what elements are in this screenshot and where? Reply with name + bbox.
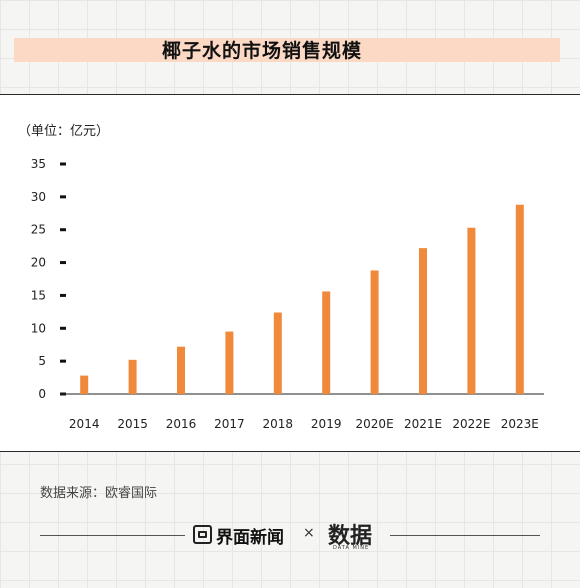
- chart-title: 椰子水的市场销售规模: [162, 40, 363, 62]
- bottom-divider: [0, 451, 580, 452]
- bar: [273, 312, 282, 394]
- bar: [177, 346, 185, 394]
- jiemian-logo-icon: [193, 525, 212, 544]
- y-tick-label: 5: [38, 354, 46, 368]
- bar: [419, 248, 427, 394]
- bar: [515, 204, 524, 394]
- x-tick-label: 2021E: [404, 417, 442, 431]
- y-tick-mark: [60, 228, 66, 232]
- y-tick-mark: [60, 261, 66, 265]
- separator-mark: ×: [303, 525, 315, 541]
- y-tick-mark: [60, 359, 66, 363]
- x-tick-label: 2018: [263, 417, 294, 431]
- y-tick-label: 10: [31, 321, 46, 335]
- x-tick-label: 2015: [117, 417, 148, 431]
- x-tick-label: 2022E: [452, 417, 490, 431]
- bar: [467, 227, 476, 394]
- footer: 界面新闻 × 数据 DATA MINE: [0, 520, 580, 554]
- y-tick-label: 0: [38, 387, 46, 401]
- datamine-logo: 数据: [328, 524, 373, 549]
- title-highlight-band: [14, 38, 560, 62]
- y-tick-mark: [60, 195, 66, 199]
- y-tick-label: 20: [31, 256, 46, 270]
- x-tick-label: 2019: [311, 417, 342, 431]
- brand-name: 界面新闻: [216, 528, 284, 548]
- bar: [322, 291, 331, 394]
- footer-line-left: [40, 535, 185, 536]
- x-tick-label: 2014: [69, 417, 100, 431]
- y-tick-label: 25: [31, 223, 46, 237]
- x-tick-label: 2017: [214, 417, 245, 431]
- datamine-logo-sub: DATA MINE: [333, 545, 370, 551]
- y-tick-label: 15: [31, 288, 46, 302]
- bar: [128, 359, 137, 394]
- y-tick-mark: [60, 162, 66, 166]
- y-tick-mark: [60, 326, 66, 330]
- y-tick-mark: [60, 293, 66, 297]
- unit-label: （单位：亿元）: [18, 124, 110, 139]
- bar: [370, 270, 379, 394]
- chart-panel: [0, 95, 580, 451]
- x-tick-label: 2020E: [356, 417, 394, 431]
- top-divider: [0, 94, 580, 95]
- bar: [225, 331, 234, 394]
- y-tick-label: 35: [31, 157, 46, 171]
- bar: [80, 375, 89, 394]
- footer-line-right: [390, 535, 540, 536]
- source-note: 数据来源：欧睿国际: [40, 486, 158, 501]
- bar-chart: 0 5 10 15 20 25 30 35 2014 2015 2016 2017 2018 2019 20…: [31, 157, 544, 431]
- x-tick-label: 2016: [166, 417, 197, 431]
- x-tick-label: 2023E: [501, 417, 539, 431]
- y-tick-label: 30: [31, 190, 46, 204]
